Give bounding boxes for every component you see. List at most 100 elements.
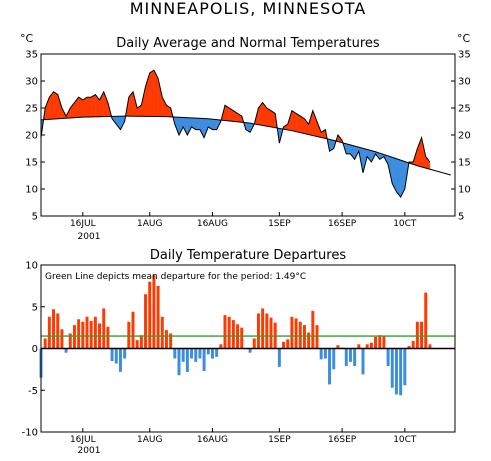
- above-normal-area: [45, 97, 50, 120]
- temperature-y-tick-label: 20: [25, 131, 38, 142]
- departure-bar: [219, 344, 223, 349]
- temperature-y-tick-label: 35: [25, 50, 38, 61]
- normal-line: [40, 115, 451, 176]
- above-normal-area: [78, 96, 83, 118]
- departure-bar: [173, 348, 177, 359]
- departure-bar: [202, 348, 206, 372]
- departure-bar: [428, 344, 432, 349]
- departure-bar: [43, 338, 47, 349]
- below-normal-area: [392, 157, 397, 192]
- departure-bar: [319, 348, 323, 360]
- below-normal-area: [195, 117, 201, 130]
- departure-bar: [72, 325, 76, 349]
- departure-bar: [282, 341, 286, 349]
- departure-bar: [336, 345, 340, 349]
- temperature-x-tick-label: 1AUG: [137, 219, 162, 229]
- departure-bar: [198, 348, 202, 359]
- temperature-y-tick-label-right: 10: [458, 185, 471, 196]
- departure-y-tick-label: 0: [32, 344, 38, 355]
- temperature-y-tick-label: 5: [32, 212, 38, 223]
- departure-bar: [328, 348, 332, 385]
- departure-panel-title: Daily Temperature Departures: [150, 248, 346, 263]
- departure-bar: [93, 316, 97, 349]
- departure-bar: [131, 311, 135, 349]
- departure-bar: [248, 348, 252, 353]
- figure-title: MINNEAPOLIS, MINNESOTA: [130, 0, 367, 18]
- below-normal-area: [212, 119, 217, 130]
- departure-x-tick-label: 10CT: [393, 435, 417, 445]
- departure-bar: [240, 327, 244, 349]
- temperature-y-tick-label-right: 25: [458, 104, 471, 115]
- above-normal-area: [162, 97, 167, 117]
- departure-bar: [177, 348, 181, 376]
- departure-bar: [144, 294, 148, 349]
- departure-y-tick-label: -10: [22, 428, 38, 439]
- departure-bar: [390, 348, 394, 388]
- temperature-x-tick-label: 16SEP: [328, 219, 357, 229]
- departure-bar: [256, 313, 260, 349]
- below-normal-area: [396, 158, 401, 198]
- temperature-y-tick-label-right: 5: [458, 212, 464, 223]
- departure-bar: [353, 348, 357, 367]
- departure-bar: [185, 348, 189, 372]
- departure-bar: [374, 336, 378, 349]
- departure-bar: [231, 320, 235, 349]
- above-normal-area: [157, 78, 163, 117]
- departure-bar: [56, 313, 60, 349]
- departure-bar: [114, 348, 118, 364]
- temperature-y-tick-label-right: 30: [458, 77, 471, 88]
- departure-bar: [407, 346, 411, 349]
- departure-bar: [399, 348, 403, 396]
- departure-y-tick-label: 5: [32, 302, 38, 313]
- departure-bar: [365, 344, 369, 349]
- departure-bar: [127, 321, 131, 349]
- departure-bar: [420, 321, 424, 349]
- above-normal-area: [82, 96, 88, 118]
- departure-bar: [139, 335, 143, 349]
- mean-departure-annotation: Green Line depicts mean departure for th…: [45, 272, 306, 282]
- departure-bar: [160, 316, 164, 349]
- departure-bar: [77, 319, 81, 349]
- above-normal-area: [312, 110, 318, 137]
- departure-bar: [89, 320, 93, 349]
- departure-bar: [148, 281, 152, 349]
- y-unit-left: °C: [20, 32, 34, 45]
- temperature-y-tick-label: 30: [25, 77, 38, 88]
- departure-bar: [269, 317, 273, 349]
- departure-bar: [152, 275, 156, 349]
- temperature-y-tick-label: 15: [25, 158, 38, 169]
- temperature-panel: Daily Average and Normal Temperatures °C…: [20, 32, 471, 242]
- above-normal-area: [86, 97, 92, 118]
- temperature-axes: 5 5 10 10 15 15 20 20 25 25 30 30 35 35 16JUL 1AUG 16AUG…: [25, 50, 470, 230]
- temperature-panel-title: Daily Average and Normal Temperatures: [116, 36, 380, 51]
- departure-x-tick-label: 1AUG: [137, 435, 162, 445]
- departure-bar: [298, 321, 302, 349]
- daily-average-line: [40, 69, 431, 199]
- departure-bar: [277, 348, 281, 367]
- temperature-y-tick-label-right: 35: [458, 50, 471, 61]
- temperature-y-tick-label-right: 15: [458, 158, 471, 169]
- departure-bar: [181, 348, 185, 362]
- departure-axes: -10 -5 0 5 10 16JUL 1AUG 16AUG 1SEP 16SEP 10CT: [22, 261, 456, 445]
- departure-bar: [227, 316, 231, 349]
- departure-x-tick-label: 16AUG: [197, 435, 228, 445]
- departure-year-label: 2001: [78, 446, 101, 456]
- departure-bar: [190, 348, 194, 359]
- departure-bar: [102, 308, 106, 349]
- departure-x-tick-label: 1SEP: [268, 435, 291, 445]
- below-normal-area: [183, 117, 188, 136]
- departure-lines: [41, 335, 455, 350]
- above-normal-area: [53, 91, 58, 120]
- below-normal-area: [178, 117, 184, 136]
- departure-bar: [106, 326, 110, 349]
- departure-bar: [164, 330, 168, 349]
- departure-bar: [411, 340, 415, 349]
- y-unit-right: °C: [457, 32, 471, 45]
- departure-bar: [85, 316, 89, 349]
- departure-bar: [135, 340, 139, 349]
- below-normal-area: [400, 159, 405, 198]
- departure-bar: [223, 315, 227, 349]
- temperature-plot-frame: [40, 53, 456, 217]
- temperature-y-tick-label: 25: [25, 104, 38, 115]
